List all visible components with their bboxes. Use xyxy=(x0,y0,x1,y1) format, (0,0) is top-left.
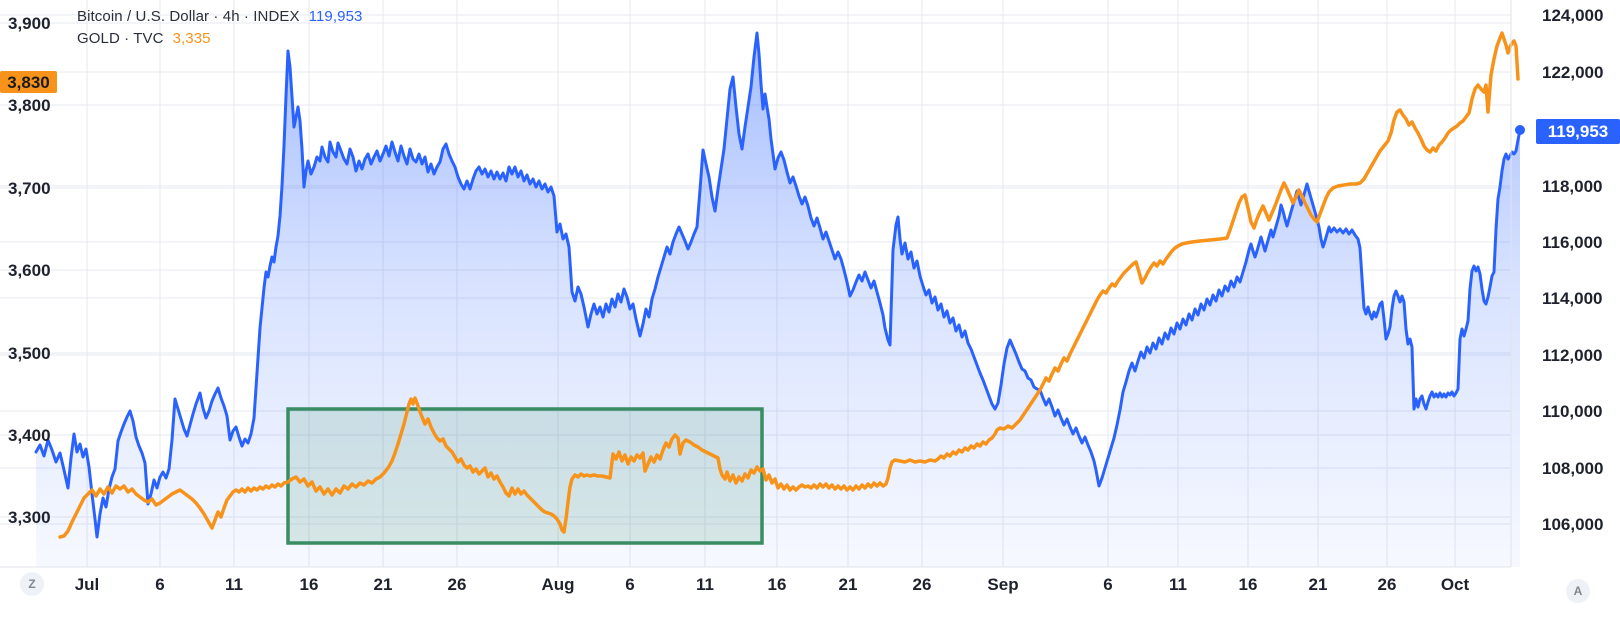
legend-gold-value: 3,335 xyxy=(172,30,211,47)
legend-gold-symbol: GOLD · TVC xyxy=(77,30,164,47)
bitcoin-price-badge-label: 119,953 xyxy=(1548,122,1609,141)
right-axis-label[interactable]: 124,000 xyxy=(1542,6,1603,25)
bitcoin-area-fill xyxy=(36,33,1520,567)
left-axis-label[interactable]: 3,600 xyxy=(8,261,51,280)
left-axis-label[interactable]: 3,800 xyxy=(8,96,51,115)
gold-price-badge xyxy=(0,71,57,93)
right-axis-label[interactable]: 106,000 xyxy=(1542,515,1603,534)
bitcoin-price-badge xyxy=(1536,119,1620,144)
right-axis-label[interactable]: 110,000 xyxy=(1542,402,1603,421)
right-axis-label[interactable]: 112,000 xyxy=(1542,346,1603,365)
right-axis-label[interactable]: 122,000 xyxy=(1542,63,1603,82)
x-axis-label[interactable]: 21 xyxy=(374,575,393,594)
legend-bitcoin-value: 119,953 xyxy=(308,8,363,25)
bitcoin-price-line[interactable] xyxy=(34,31,1522,539)
left-axis-label[interactable]: 3,500 xyxy=(8,344,51,363)
x-axis-label[interactable]: Jul xyxy=(75,575,100,594)
zoom-out-button[interactable]: Z xyxy=(20,572,44,596)
right-axis-gutter xyxy=(1526,0,1620,617)
left-axis-label[interactable]: 3,900 xyxy=(8,14,51,33)
x-axis-label[interactable]: 26 xyxy=(913,575,932,594)
x-axis-label[interactable]: 11 xyxy=(225,575,243,594)
bitcoin-last-price-dot xyxy=(1515,125,1525,135)
x-axis-label[interactable]: Oct xyxy=(1441,575,1470,594)
right-axis-label[interactable]: 116,000 xyxy=(1542,233,1603,252)
x-axis-label[interactable]: 26 xyxy=(448,575,467,594)
gold-price-badge-label: 3,830 xyxy=(7,73,50,92)
x-axis-label[interactable]: 11 xyxy=(1169,575,1187,594)
drawn-rectangle-annotation[interactable] xyxy=(286,407,764,545)
bottom-axis-gutter xyxy=(0,568,1620,617)
zoom-out-label: Z xyxy=(28,577,36,591)
left-axis-label[interactable]: 3,700 xyxy=(8,179,51,198)
auto-scale-button[interactable]: A xyxy=(1566,579,1590,603)
x-axis-label[interactable]: 26 xyxy=(1378,575,1397,594)
x-axis-label[interactable]: 21 xyxy=(1309,575,1328,594)
legend-row-gold[interactable]: GOLD · TVC 3,335 xyxy=(77,28,362,50)
x-axis-label[interactable]: 16 xyxy=(1239,575,1258,594)
right-axis-label[interactable]: 118,000 xyxy=(1542,177,1603,196)
legend-row-bitcoin[interactable]: Bitcoin / U.S. Dollar · 4h · INDEX 119,95… xyxy=(77,6,362,28)
left-axis-label[interactable]: 3,400 xyxy=(8,426,51,445)
gold-price-line[interactable] xyxy=(58,31,1520,539)
x-axis-label[interactable]: 6 xyxy=(155,575,164,594)
right-axis-label[interactable]: 114,000 xyxy=(1542,289,1603,308)
x-axis-label[interactable]: 16 xyxy=(768,575,787,594)
legend-bitcoin-symbol: Bitcoin / U.S. Dollar · 4h · INDEX xyxy=(77,8,300,25)
x-axis-label[interactable]: Aug xyxy=(541,575,574,594)
x-axis-label[interactable]: 16 xyxy=(300,575,319,594)
auto-scale-label: A xyxy=(1573,584,1583,598)
x-axis-label[interactable]: Sep xyxy=(987,575,1018,594)
right-axis-label[interactable]: 108,000 xyxy=(1542,459,1603,478)
x-axis-label[interactable]: 21 xyxy=(839,575,858,594)
legend: Bitcoin / U.S. Dollar · 4h · INDEX 119,95… xyxy=(77,6,362,50)
x-axis-label[interactable]: 11 xyxy=(696,575,714,594)
x-axis-label[interactable]: 6 xyxy=(1103,575,1112,594)
left-axis-label[interactable]: 3,300 xyxy=(8,508,51,527)
x-axis-label[interactable]: 6 xyxy=(625,575,634,594)
